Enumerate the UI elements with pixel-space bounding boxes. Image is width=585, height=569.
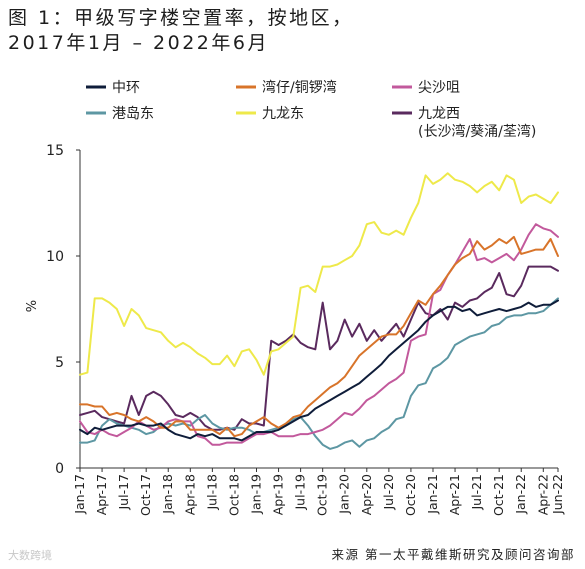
x-tick-label: Apr-19 [271, 474, 286, 515]
series-line [79, 235, 559, 438]
x-tick-label: Oct-20 [403, 474, 418, 516]
x-tick-label: Oct-19 [315, 474, 330, 516]
x-tick-label: Apr-17 [94, 474, 109, 515]
x-tick-label: Oct-17 [138, 474, 153, 516]
legend-label: 尖沙咀 [418, 80, 460, 96]
chart-title: 图 1：甲级写字楼空置率，按地区， 2017年1月 – 2022年6月 [8, 6, 354, 56]
x-tick-label: Jul-21 [469, 474, 484, 511]
x-tick-label: Oct-18 [226, 474, 241, 516]
x-tick-label: Jan-22 [513, 474, 528, 515]
x-tick-label: Oct-21 [491, 474, 506, 516]
y-tick-label: 10 [46, 249, 64, 265]
chart-title-line1: 图 1：甲级写字楼空置率，按地区， [8, 7, 354, 29]
x-tick-label: Jul-19 [293, 474, 308, 511]
y-tick-label: 5 [55, 355, 64, 371]
legend-label: 九龙西 [418, 106, 460, 122]
x-tick-label: Jul-17 [116, 474, 131, 511]
y-tick-label: 15 [46, 143, 64, 159]
x-tick-label: Jan-21 [425, 474, 440, 515]
legend-label: 九龙东 [262, 106, 304, 122]
x-tick-label: Jan-17 [72, 474, 87, 515]
series-line [79, 172, 559, 376]
x-axis-tick-labels: Jan-17 Apr-17 Jul-17 Oct-17 Jan-18 Apr-18 Jul-… [72, 474, 565, 516]
y-axis-label: % [25, 300, 40, 312]
y-tick-label: 0 [55, 461, 64, 477]
chart-axes: 0 5 10 15% [25, 143, 559, 477]
legend-label: 港岛东 [112, 106, 154, 122]
x-tick-label: Jun-22 [550, 474, 565, 515]
series-line [79, 265, 559, 431]
x-tick-label: Jan-19 [248, 474, 263, 515]
x-tick-label: Jul-18 [204, 474, 219, 511]
source-note: 来源 第一太平戴维斯研究及顾问咨询部 [331, 547, 575, 562]
legend-label: 湾仔/铜锣湾 [262, 79, 337, 96]
legend-label: 中环 [112, 80, 140, 96]
x-tick-label: Apr-22 [535, 474, 550, 515]
x-tick-label: Apr-18 [182, 474, 197, 515]
x-tick-label: Jul-20 [381, 474, 396, 511]
series-line [79, 299, 559, 442]
legend-label: (长沙湾/葵涌/荃湾) [418, 123, 536, 140]
x-tick-label: Jan-18 [160, 474, 175, 515]
watermark: 大数跨境 [8, 549, 52, 562]
chart-series-group [79, 172, 559, 450]
series-line [79, 223, 559, 446]
chart-title-line2: 2017年1月 – 2022年6月 [8, 32, 269, 54]
x-tick-label: Apr-21 [447, 474, 462, 515]
x-tick-label: Jan-20 [337, 474, 352, 515]
x-tick-label: Apr-20 [359, 474, 374, 515]
